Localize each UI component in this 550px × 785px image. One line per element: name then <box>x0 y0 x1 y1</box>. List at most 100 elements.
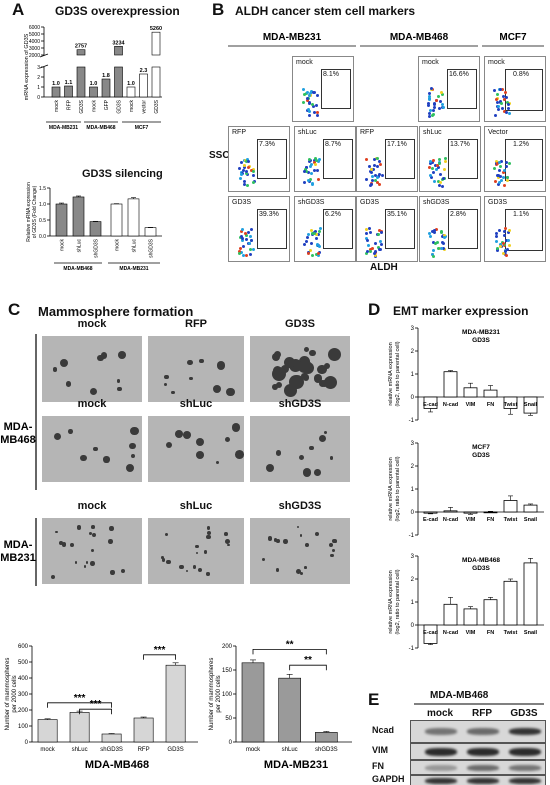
x-tick-label: shLuc <box>282 747 298 753</box>
significance-marker: ** <box>304 655 312 666</box>
cell-dot <box>429 87 433 91</box>
cell-dot <box>498 165 502 169</box>
cell-dot <box>440 91 444 95</box>
gate-percentage: 16.6% <box>449 71 469 78</box>
cell-dot <box>377 228 381 232</box>
blot-strip <box>410 720 546 743</box>
cell-dot <box>500 102 504 106</box>
cell-dot <box>501 175 505 179</box>
y-tick-label: 0 <box>411 510 415 516</box>
x-tick-label: shGD3S <box>315 747 338 753</box>
sphere <box>161 557 166 562</box>
bar <box>55 203 68 237</box>
significance-bracket <box>289 664 327 671</box>
cell-dot <box>311 105 315 109</box>
sphere <box>216 461 220 465</box>
sphere <box>304 346 310 352</box>
cell-dot <box>433 102 437 106</box>
x-tick-label: shLuc <box>77 239 83 253</box>
protein-band <box>509 764 541 771</box>
y-tick-label: 3000 <box>29 46 40 52</box>
cell-dot <box>374 249 378 253</box>
x-tick-label: GD3S <box>167 747 183 753</box>
blot-strip <box>410 775 546 785</box>
cell-dot <box>372 157 376 161</box>
sphere <box>65 380 72 387</box>
x-tick-label: N-cad <box>443 402 458 408</box>
mammosphere-image <box>148 416 244 482</box>
sphere <box>164 374 169 379</box>
cell-dot <box>315 111 319 115</box>
x-axis-label-aldh: ALDH <box>370 262 398 273</box>
cell-dot <box>306 91 310 95</box>
cell-dot <box>315 159 319 163</box>
y-tick-label: 0 <box>229 740 233 746</box>
cell-dot <box>303 180 307 184</box>
x-tick-label: mock <box>246 747 261 753</box>
cell-dot <box>252 179 256 183</box>
cell-dot <box>432 158 436 162</box>
x-tick-label: GD3S <box>79 99 85 113</box>
cell-dot <box>497 228 501 232</box>
y-axis-label: relative mRNA expression <box>388 457 394 520</box>
mammosphere-chart: 0 100 200 300 400 500 600 mock shLuc shGD3S RFP GD3… <box>5 644 198 771</box>
cell-dot <box>242 165 246 169</box>
cell-dot <box>315 169 319 172</box>
gate-percentage: 8.1% <box>323 71 339 78</box>
flow-column-headers: MDA-MB231 MDA-MB468 MCF7 <box>228 32 544 47</box>
sphere <box>195 545 199 549</box>
bar <box>523 562 538 626</box>
bar <box>101 733 122 743</box>
significance-bracket <box>143 654 176 660</box>
cell-dot <box>507 102 511 106</box>
cell-dot <box>238 246 242 250</box>
cell-dot <box>508 244 512 248</box>
sphere <box>327 347 341 361</box>
y-tick-label: 100 <box>222 692 233 698</box>
bar <box>463 387 478 398</box>
sphere <box>331 549 335 553</box>
sphere <box>85 561 89 565</box>
cell-dot <box>318 229 322 233</box>
cell-dot <box>438 106 442 110</box>
cell-dot <box>304 169 308 173</box>
cell-dot <box>370 167 374 171</box>
protein-band <box>509 777 541 784</box>
cell-dot <box>367 165 371 169</box>
bar <box>241 662 265 743</box>
cell-dot <box>367 243 371 247</box>
mammosphere-image <box>42 336 142 402</box>
blot-row-label: Ncad <box>372 725 395 735</box>
cell-dot <box>443 233 447 237</box>
gate-box <box>323 139 353 179</box>
cell-dot <box>436 246 440 250</box>
sphere <box>197 568 203 573</box>
sample-label: RFP <box>232 129 246 136</box>
bar <box>64 85 73 98</box>
protein-band <box>509 728 541 735</box>
cell-dot <box>378 159 382 163</box>
sphere <box>187 359 194 366</box>
cell-dot <box>438 184 442 188</box>
cell-dot <box>238 235 242 239</box>
cell-dot <box>498 181 502 185</box>
flow-plot: Vector 1.2% <box>484 126 546 192</box>
flow-plot: mock 16.6% <box>418 56 480 122</box>
data-label: 3234 <box>112 40 125 46</box>
gate-percentage: 1.2% <box>513 141 529 148</box>
cell-dot <box>317 157 321 161</box>
x-tick-label: mock <box>92 100 98 112</box>
cell-dot <box>499 160 503 164</box>
x-tick-label: E-cad <box>423 630 438 636</box>
x-tick-label: VIM <box>466 402 476 408</box>
cell-dot <box>246 184 250 187</box>
cell-dot <box>494 234 498 238</box>
sphere <box>196 552 199 555</box>
gate-percentage: 1.1% <box>513 211 529 218</box>
sphere <box>329 542 334 548</box>
flow-plot: GD3S 1.1% <box>484 196 546 262</box>
cell-dot <box>252 181 256 185</box>
cell-dot <box>428 114 432 118</box>
cell-dot <box>368 231 372 235</box>
cell-dot <box>429 109 432 113</box>
